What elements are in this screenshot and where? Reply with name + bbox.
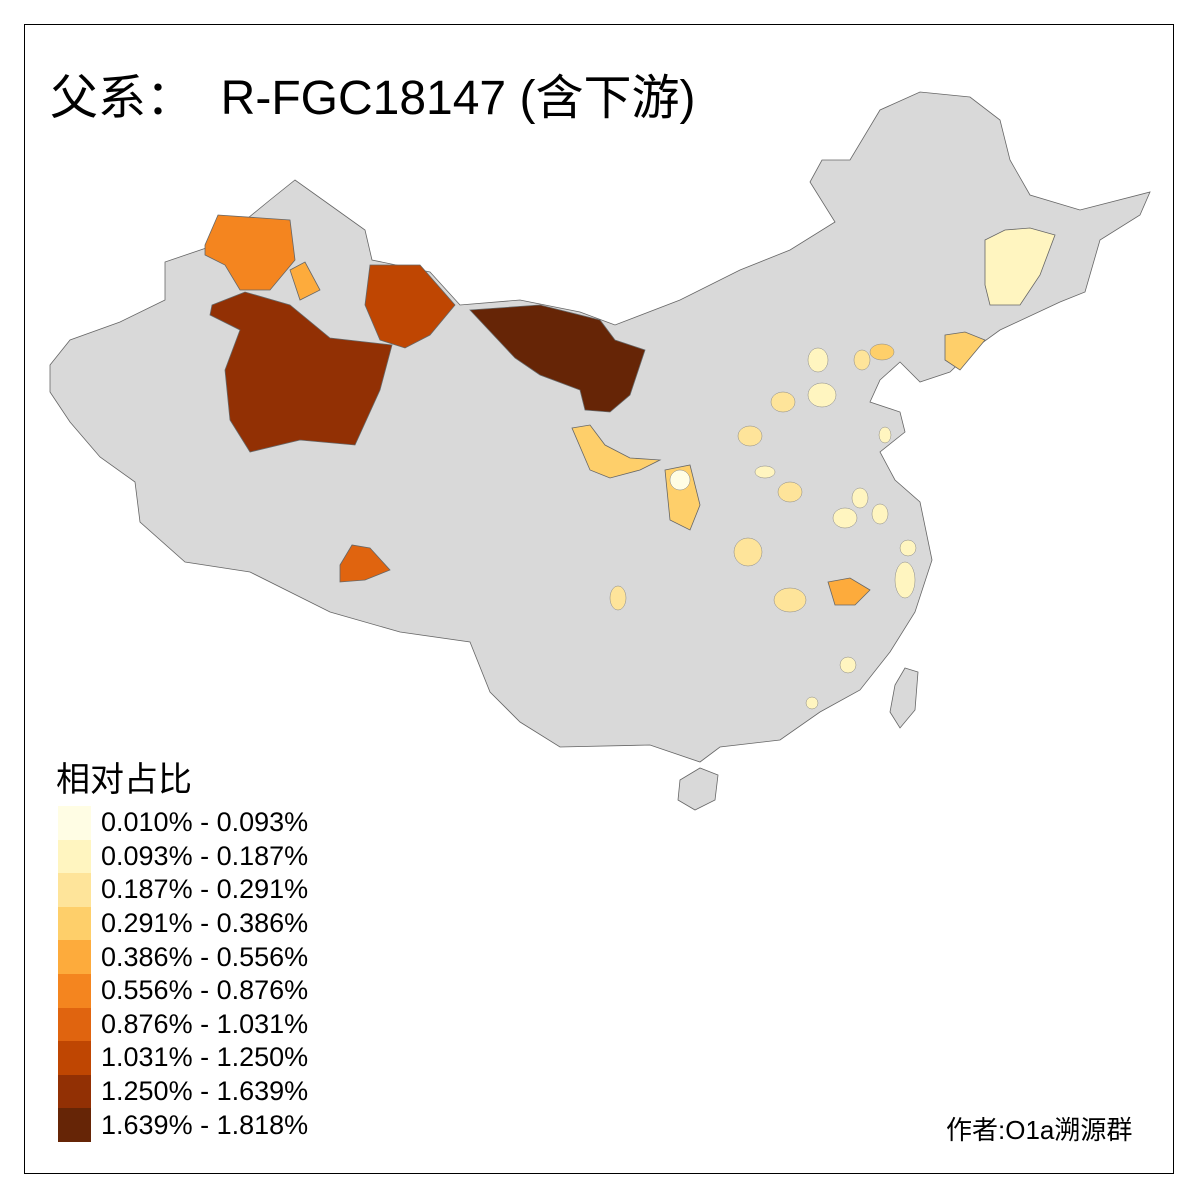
region [571,424,662,479]
map-title: 父系： R-FGC18147 (含下游) [50,72,696,125]
region [754,465,776,479]
region [777,481,803,503]
legend-swatch [58,1074,91,1109]
legend-item: 0.010% - 0.093% [58,806,308,840]
region [609,585,627,611]
legend-label: 0.010% - 0.093% [101,807,309,838]
region [851,487,869,509]
region [289,261,321,301]
legend-item: 0.556% - 0.876% [58,973,309,1008]
legend: 0.010% - 0.093% 0.093% - 0.187% 0.187% -… [58,806,308,1142]
taiwan-island [889,667,919,729]
legend-label: 0.291% - 0.386% [101,908,309,939]
china-mainland [49,91,1151,763]
region [807,382,837,408]
region [869,343,895,361]
region [832,507,858,529]
legend-swatch [58,806,91,840]
legend-swatch [58,839,91,874]
legend-item: 1.639% - 1.818% [58,1108,308,1142]
legend-item: 0.093% - 0.187% [58,839,309,874]
region [209,291,393,453]
legend-label: 1.031% - 1.250% [101,1042,309,1073]
legend-item: 0.291% - 0.386% [58,906,309,941]
region [878,426,892,444]
region [944,331,986,371]
region [807,347,829,373]
legend-label: 0.187% - 0.291% [101,874,309,905]
legend-label: 0.093% - 0.187% [101,840,309,871]
region [669,469,691,491]
legend-item: 0.386% - 0.556% [58,940,308,974]
legend-swatch [58,906,91,941]
legend-swatch [58,1007,91,1042]
region [204,214,296,291]
legend-swatch [58,940,91,974]
region [899,539,917,557]
author-credit: 作者:O1a溯源群 [946,1115,1133,1145]
region [827,577,871,606]
legend-label: 0.876% - 1.031% [101,1008,309,1039]
region [984,227,1056,306]
legend-item: 1.250% - 1.639% [58,1074,309,1109]
legend-item: 0.876% - 1.031% [58,1007,309,1042]
legend-item: 0.187% - 0.291% [58,873,308,907]
region [469,304,646,413]
legend-item: 1.031% - 1.250% [58,1041,308,1075]
region [853,349,871,371]
legend-swatch [58,1041,91,1075]
map-frame [24,24,1174,1174]
legend-label: 0.556% - 0.876% [101,975,309,1006]
legend-label: 1.250% - 1.639% [101,1076,309,1107]
hainan-island [677,767,719,811]
region [733,537,763,567]
region [339,544,391,583]
region [894,561,916,599]
region [364,264,456,349]
region [839,656,857,674]
legend-swatch [58,1108,91,1142]
legend-swatch [58,973,91,1008]
region [737,425,763,447]
region [770,391,796,413]
legend-label: 1.639% - 1.818% [101,1109,309,1140]
legend-label: 0.386% - 0.556% [101,941,309,972]
region [871,503,889,525]
region [773,587,807,613]
legend-swatch [58,873,91,907]
legend-title: 相对占比 [56,761,192,799]
region [805,696,819,710]
